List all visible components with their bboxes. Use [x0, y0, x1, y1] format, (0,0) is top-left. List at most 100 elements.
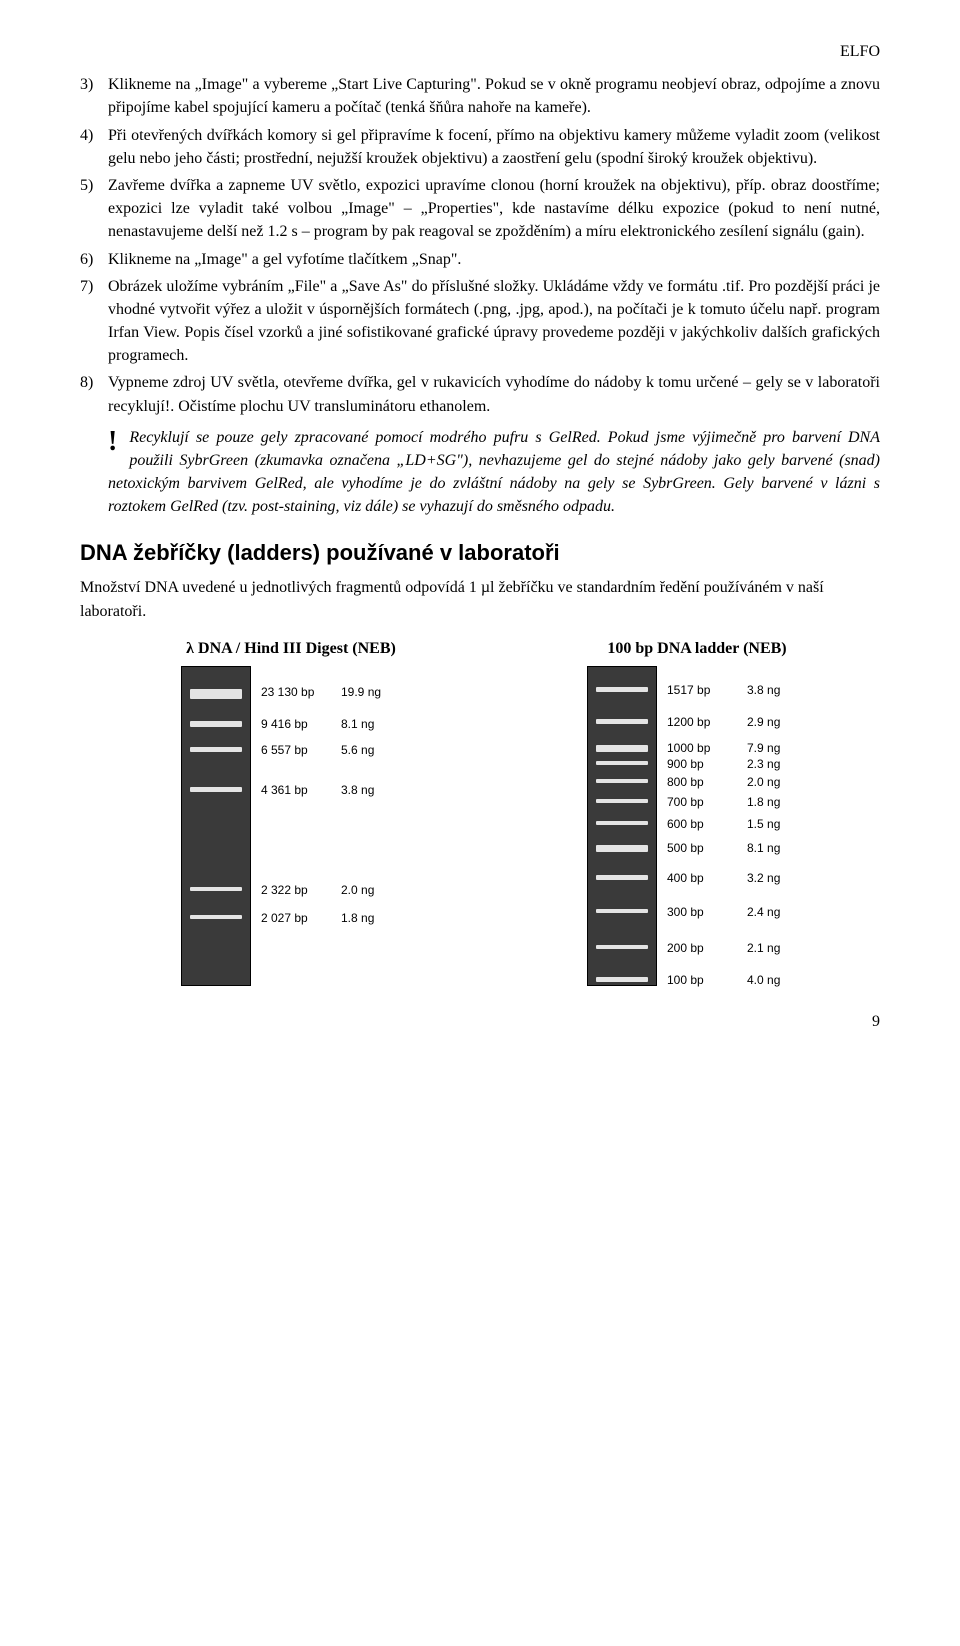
gel-label-row: 500 bp8.1 ng [667, 840, 787, 857]
band-bp: 2 322 bp [261, 882, 327, 899]
band-ng: 7.9 ng [747, 740, 787, 757]
list-item-text: Obrázek uložíme vybráním „File" a „Save … [108, 275, 880, 368]
band-bp: 700 bp [667, 794, 733, 811]
gel-label-row: 4 361 bp 3.8 ng [261, 782, 381, 799]
ladder-figures: λ DNA / Hind III Digest (NEB) 23 130 bp 1… [108, 637, 880, 986]
gel-band [596, 821, 648, 825]
gel-label-row: 2 027 bp 1.8 ng [261, 910, 381, 927]
band-bp: 100 bp [667, 972, 733, 989]
band-bp: 1517 bp [667, 682, 733, 699]
gel-lane-left [181, 666, 251, 986]
band-ng: 3.2 ng [747, 870, 787, 887]
instruction-list: 3)Klikneme na „Image" a vybereme „Start … [80, 73, 880, 418]
band-ng: 3.8 ng [747, 682, 787, 699]
band-ng: 8.1 ng [747, 840, 787, 857]
header-code: ELFO [80, 40, 880, 63]
section-intro: Množství DNA uvedené u jednotlivých frag… [80, 576, 880, 622]
list-item-number: 7) [80, 275, 108, 368]
list-item-text: Zavřeme dvířka a zapneme UV světlo, expo… [108, 174, 880, 244]
list-item-text: Klikneme na „Image" a vybereme „Start Li… [108, 73, 880, 119]
band-ng: 8.1 ng [341, 716, 381, 733]
list-item-number: 4) [80, 124, 108, 170]
list-item: 4)Při otevřených dvířkách komory si gel … [80, 124, 880, 170]
list-item: 8)Vypneme zdroj UV světla, otevřeme dvíř… [80, 371, 880, 417]
note-text: Recyklují se pouze gely zpracované pomoc… [108, 429, 880, 516]
band-bp: 23 130 bp [261, 684, 327, 701]
gel-label-row: 400 bp 3.2 ng [667, 870, 787, 887]
list-item: 5)Zavřeme dvířka a zapneme UV světlo, ex… [80, 174, 880, 244]
band-bp: 1200 bp [667, 714, 733, 731]
gel-lane-right [587, 666, 657, 986]
gel-band [190, 887, 242, 891]
list-item-number: 3) [80, 73, 108, 119]
band-bp: 300 bp [667, 904, 733, 921]
gel-label-row: 2 322 bp 2.0 ng [261, 882, 381, 899]
band-bp: 2 027 bp [261, 910, 327, 927]
gel-band [596, 745, 648, 752]
band-bp: 6 557 bp [261, 742, 327, 759]
list-item-number: 5) [80, 174, 108, 244]
gel-label-row: 100 bp 4.0 ng [667, 972, 787, 989]
list-item: 3)Klikneme na „Image" a vybereme „Start … [80, 73, 880, 119]
list-item-number: 6) [80, 248, 108, 271]
band-ng: 1.8 ng [341, 910, 381, 927]
band-ng: 4.0 ng [747, 972, 787, 989]
band-ng: 5.6 ng [341, 742, 381, 759]
band-ng: 19.9 ng [341, 684, 381, 701]
band-bp: 600 bp [667, 816, 733, 833]
gel-band [596, 875, 648, 880]
gel-label-row: 800 bp2.0 ng [667, 774, 787, 791]
list-item-text: Při otevřených dvířkách komory si gel př… [108, 124, 880, 170]
ladder-left: λ DNA / Hind III Digest (NEB) 23 130 bp 1… [108, 637, 474, 986]
gel-band [596, 719, 648, 724]
gel-label-row: 900 bp2.3 ng [667, 756, 787, 773]
list-item: 6)Klikneme na „Image" a gel vyfotíme tla… [80, 248, 880, 271]
gel-label-row: 23 130 bp 19.9 ng [261, 684, 381, 701]
gel-labels-left: 23 130 bp 19.9 ng 9 416 bp 8.1 ng 6 557 bp 5.… [261, 666, 401, 986]
ladder-right-title: 100 bp DNA ladder (NEB) [514, 637, 880, 660]
band-ng: 2.9 ng [747, 714, 787, 731]
gel-band [190, 747, 242, 752]
list-item-text: Klikneme na „Image" a gel vyfotíme tlačí… [108, 248, 880, 271]
band-bp: 4 361 bp [261, 782, 327, 799]
gel-band [596, 909, 648, 913]
recycling-note: ! Recyklují se pouze gely zpracované pom… [108, 426, 880, 519]
gel-band [190, 689, 242, 699]
gel-band [596, 945, 648, 949]
ladder-left-title: λ DNA / Hind III Digest (NEB) [108, 637, 474, 660]
gel-label-row: 9 416 bp 8.1 ng [261, 716, 381, 733]
page-number: 9 [80, 1010, 880, 1033]
gel-band [596, 687, 648, 692]
gel-band [190, 721, 242, 727]
gel-label-row: 700 bp 1.8 ng [667, 794, 787, 811]
band-ng: 1.5 ng [747, 816, 787, 833]
gel-band [596, 977, 648, 982]
gel-band [596, 845, 648, 852]
band-ng: 3.8 ng [341, 782, 381, 799]
gel-label-row: 300 bp 2.4 ng [667, 904, 787, 921]
gel-band [596, 779, 648, 783]
band-bp: 9 416 bp [261, 716, 327, 733]
list-item: 7)Obrázek uložíme vybráním „File" a „Sav… [80, 275, 880, 368]
band-ng: 2.4 ng [747, 904, 787, 921]
list-item-number: 8) [80, 371, 108, 417]
band-bp: 800 bp [667, 774, 733, 791]
list-item-text: Vypneme zdroj UV světla, otevřeme dvířka… [108, 371, 880, 417]
gel-label-row: 1200 bp 2.9 ng [667, 714, 787, 731]
band-ng: 2.0 ng [341, 882, 381, 899]
gel-label-row: 1000 bp 7.9 ng [667, 740, 787, 757]
gel-labels-right: 1517 bp 3.8 ng 1200 bp 2.9 ng 1000 bp 7.9 ng9… [667, 666, 807, 986]
gel-label-row: 6 557 bp 5.6 ng [261, 742, 381, 759]
gel-band [596, 799, 648, 803]
band-bp: 400 bp [667, 870, 733, 887]
gel-band [190, 915, 242, 919]
gel-band [596, 761, 648, 765]
band-ng: 1.8 ng [747, 794, 787, 811]
gel-label-row: 600 bp 1.5 ng [667, 816, 787, 833]
band-ng: 2.1 ng [747, 940, 787, 957]
gel-label-row: 200 bp2.1 ng [667, 940, 787, 957]
note-exclamation-icon: ! [108, 428, 117, 456]
section-heading: DNA žebříčky (ladders) používané v labor… [80, 537, 880, 569]
ladder-right: 100 bp DNA ladder (NEB) 1517 bp 3.8 ng 120… [514, 637, 880, 986]
band-bp: 1000 bp [667, 740, 733, 757]
